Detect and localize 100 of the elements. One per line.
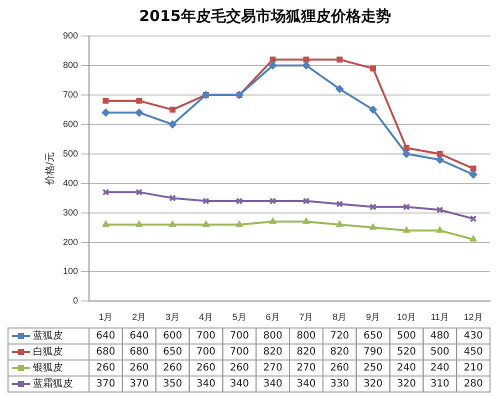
- point: [270, 56, 276, 63]
- point: [102, 98, 109, 104]
- y-tick-label: 0: [73, 296, 78, 306]
- point: [269, 218, 276, 224]
- point: [102, 220, 110, 227]
- y-tick-label: 500: [62, 148, 78, 158]
- data-label: 260: [230, 362, 249, 374]
- y-tick-label: 300: [62, 207, 78, 218]
- x-tick-label: 5月: [232, 312, 246, 322]
- data-label: 700: [230, 346, 249, 358]
- point: [469, 170, 478, 178]
- data-label: 430: [464, 330, 483, 342]
- data-label: 640: [96, 330, 116, 342]
- point: [470, 235, 477, 242]
- x-tick-label: 10月: [396, 312, 416, 322]
- y-tick-label: 200: [62, 236, 78, 247]
- x-tick-label: 6月: [266, 312, 280, 322]
- y-tick-label: 900: [62, 30, 78, 40]
- data-label: 350: [163, 378, 182, 390]
- point: [302, 61, 310, 70]
- data-label: 340: [263, 378, 282, 390]
- chart-title: 2015年皮毛交易市场狐狸皮价格走势: [139, 6, 391, 25]
- data-label: 340: [230, 378, 249, 390]
- y-tick-label: 400: [62, 178, 78, 188]
- data-label: 260: [130, 362, 149, 374]
- legend-label: 蓝狐皮: [33, 330, 63, 342]
- data-label: 600: [163, 330, 182, 342]
- data-label: 260: [196, 362, 216, 374]
- x-tick-label: 1月: [98, 312, 113, 322]
- x-tick-label: 12月: [464, 312, 483, 322]
- data-label: 500: [396, 330, 416, 342]
- x-tick-label: 4月: [198, 312, 213, 322]
- point: [102, 108, 110, 117]
- data-label: 260: [330, 362, 350, 374]
- point: [402, 150, 410, 158]
- point: [136, 98, 142, 104]
- data-label: 370: [130, 378, 149, 390]
- data-label: 450: [464, 346, 483, 358]
- y-tick-label: 100: [62, 266, 78, 276]
- point: [336, 85, 344, 94]
- point: [336, 200, 344, 208]
- point: [135, 108, 144, 117]
- y-tick-label: 800: [62, 60, 78, 70]
- point: [236, 220, 243, 227]
- data-label: 280: [464, 378, 483, 390]
- point: [436, 156, 444, 164]
- point: [169, 220, 176, 227]
- point: [370, 224, 377, 230]
- data-label: 640: [130, 330, 149, 342]
- data-label: 270: [296, 362, 316, 374]
- x-tick-label: 9月: [366, 312, 380, 322]
- data-label: 340: [296, 378, 316, 390]
- point: [302, 198, 310, 204]
- data-label: 700: [196, 346, 216, 358]
- point: [136, 220, 143, 227]
- data-label: 700: [230, 330, 249, 342]
- data-label: 370: [96, 378, 116, 390]
- point: [370, 203, 377, 210]
- data-label: 700: [196, 330, 216, 342]
- data-label: 800: [263, 330, 282, 342]
- point: [436, 226, 444, 233]
- point: [170, 106, 176, 113]
- point: [269, 198, 276, 204]
- x-tick-label: 11月: [430, 312, 450, 322]
- data-label: 480: [430, 330, 450, 342]
- y-tick-label: 700: [62, 89, 78, 100]
- point: [302, 218, 310, 224]
- legend-label: 蓝霜狐皮: [33, 378, 73, 390]
- data-label: 520: [396, 346, 416, 358]
- data-label: 650: [163, 346, 182, 358]
- data-label: 330: [330, 378, 350, 390]
- point: [136, 188, 143, 196]
- y-axis-title: 价格/元: [44, 152, 56, 186]
- point: [370, 65, 376, 72]
- data-label: 800: [296, 330, 316, 342]
- data-label: 820: [296, 346, 316, 358]
- x-tick-label: 8月: [332, 312, 347, 322]
- data-label: 680: [96, 346, 116, 358]
- data-label: 210: [464, 362, 483, 374]
- x-tick-label: 3月: [166, 312, 180, 322]
- legend-label: 白狐皮: [33, 346, 63, 358]
- point: [236, 198, 243, 204]
- point: [303, 56, 310, 63]
- point: [402, 226, 410, 233]
- data-label: 320: [396, 378, 416, 390]
- x-tick-label: 7月: [299, 312, 314, 322]
- point: [402, 203, 410, 210]
- data-label: 270: [263, 362, 282, 374]
- point: [369, 106, 378, 114]
- data-label: 720: [330, 330, 350, 342]
- point: [436, 206, 444, 214]
- point: [268, 61, 277, 70]
- data-label: 500: [430, 346, 450, 358]
- x-tick-label: 2月: [132, 312, 146, 322]
- data-label: 680: [130, 346, 149, 358]
- data-label: 260: [96, 362, 116, 374]
- data-label: 820: [263, 346, 282, 358]
- point: [336, 56, 343, 63]
- data-label: 260: [163, 362, 182, 374]
- data-label: 820: [330, 346, 350, 358]
